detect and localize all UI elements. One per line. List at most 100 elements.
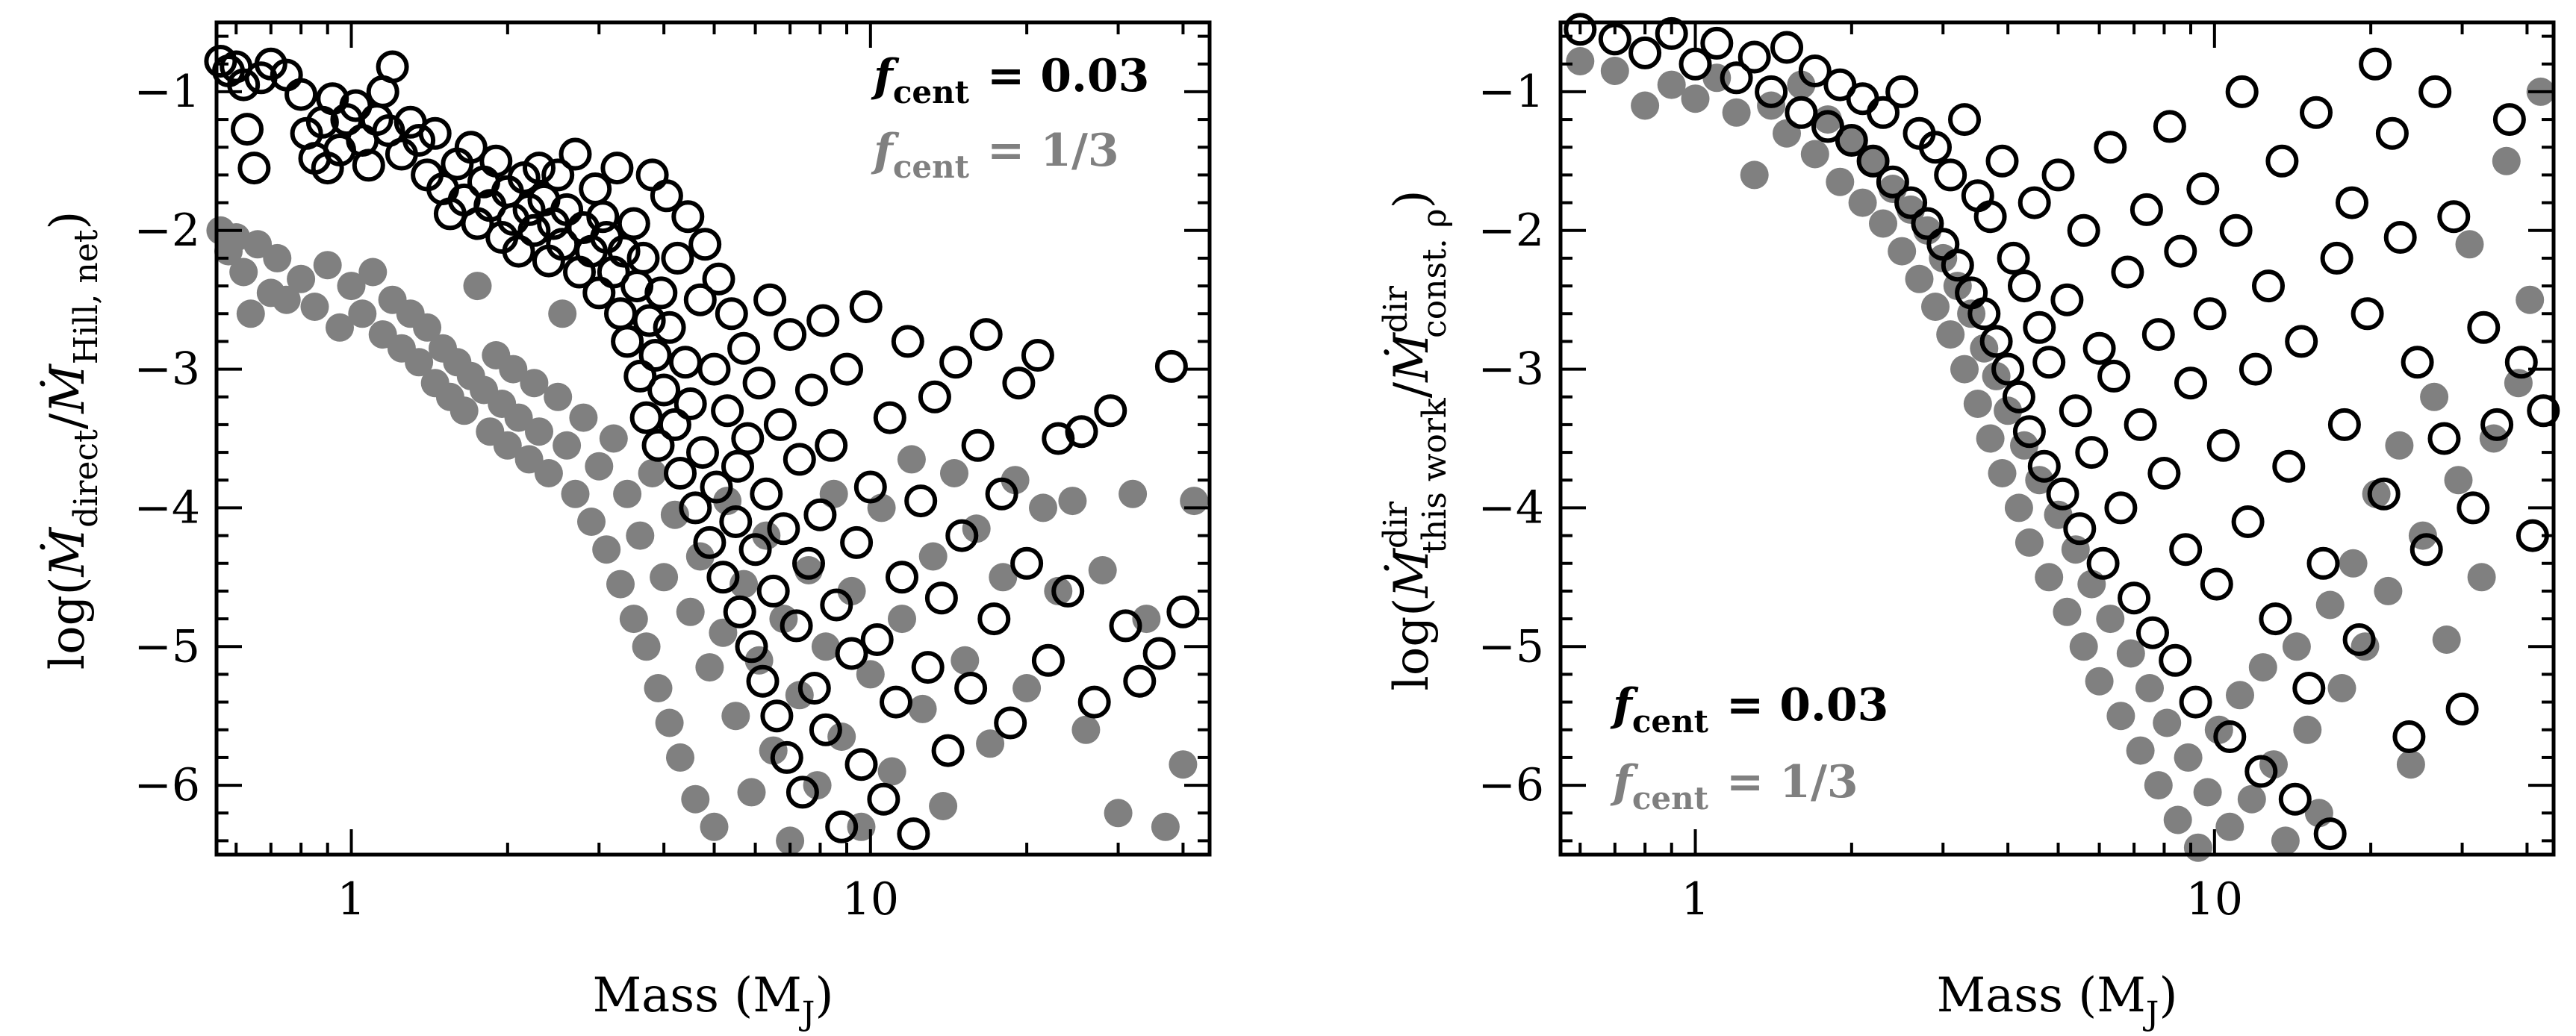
open-point xyxy=(1985,144,2019,178)
open-point xyxy=(1154,349,1188,383)
filled-point xyxy=(940,459,968,487)
filled-point xyxy=(1740,160,1769,190)
open-point xyxy=(1700,26,1734,60)
filled-point xyxy=(1773,119,1801,148)
filled-point xyxy=(613,479,642,508)
open-point xyxy=(644,276,678,310)
y-tick-label: −6 xyxy=(1478,759,1544,811)
filled-point xyxy=(493,431,522,460)
filled-point xyxy=(504,403,533,432)
x-tick-label: 10 xyxy=(842,873,899,926)
filled-point xyxy=(929,792,958,820)
open-point xyxy=(1770,31,1803,64)
x-tick-label: 10 xyxy=(2186,873,2243,926)
filled-point xyxy=(644,674,673,702)
open-point xyxy=(626,241,660,275)
open-point xyxy=(2427,422,2461,455)
open-point xyxy=(2278,782,2312,816)
filled-point xyxy=(1787,70,1816,99)
filled-point xyxy=(837,576,866,605)
open-point xyxy=(641,428,675,462)
filled-point xyxy=(2004,493,2033,522)
open-point xyxy=(1021,339,1054,372)
open-point xyxy=(2059,394,2092,428)
open-point xyxy=(897,817,930,851)
scatter-marks-right xyxy=(1564,13,2560,862)
filled-point xyxy=(695,653,724,682)
open-point xyxy=(2118,581,2151,615)
open-point xyxy=(635,158,669,192)
open-point xyxy=(402,124,436,157)
open-point xyxy=(835,637,868,670)
filled-point xyxy=(1800,140,1829,169)
filled-point xyxy=(348,299,377,328)
filled-point xyxy=(606,570,635,599)
open-point xyxy=(2046,477,2079,511)
open-point xyxy=(231,113,264,146)
filled-point xyxy=(1119,479,1148,508)
open-point xyxy=(1798,54,1832,87)
open-point xyxy=(931,734,965,767)
open-point xyxy=(2094,131,2127,164)
filled-point xyxy=(337,272,366,301)
open-point xyxy=(2327,408,2361,441)
open-point xyxy=(700,470,733,504)
x-tick-label: 1 xyxy=(1681,873,1709,926)
open-point xyxy=(961,428,995,462)
open-point xyxy=(1934,158,1967,192)
open-point xyxy=(1876,165,1909,199)
open-point xyxy=(735,630,768,664)
open-point xyxy=(2401,346,2434,379)
open-point xyxy=(2193,297,2227,331)
filled-point xyxy=(553,431,582,460)
open-point xyxy=(2002,380,2035,414)
open-point xyxy=(284,78,318,111)
open-point xyxy=(1785,96,1818,129)
open-point xyxy=(2027,449,2061,483)
open-point xyxy=(227,68,261,102)
open-point xyxy=(1737,40,1771,74)
open-point xyxy=(2174,366,2207,400)
filled-point xyxy=(897,445,926,474)
filled-point xyxy=(413,313,442,342)
open-point xyxy=(2067,213,2100,247)
filled-point xyxy=(2153,708,2182,737)
open-point xyxy=(479,144,513,178)
filled-point xyxy=(737,778,766,807)
open-point xyxy=(1051,574,1085,608)
filled-point xyxy=(752,521,781,550)
open-point xyxy=(2467,311,2501,344)
open-point xyxy=(886,561,918,594)
legend-entry-left-filled: fcent = 1/3 xyxy=(871,125,1119,185)
open-point xyxy=(2136,616,2169,649)
open-point xyxy=(891,325,924,358)
open-point xyxy=(954,672,988,705)
open-point xyxy=(2272,449,2306,483)
legend-entry-right-filled: fcent = 1/3 xyxy=(1610,756,1858,817)
open-point xyxy=(738,533,772,567)
filled-point xyxy=(300,293,329,321)
open-point xyxy=(1564,13,1597,46)
filled-point xyxy=(1837,126,1866,155)
filled-point xyxy=(2215,812,2244,841)
open-point xyxy=(731,422,765,455)
filled-point xyxy=(263,243,292,272)
open-point xyxy=(1010,546,1044,580)
filled-point xyxy=(313,251,342,280)
filled-point xyxy=(1921,293,1950,321)
open-point xyxy=(785,776,819,809)
filled-point xyxy=(2293,715,2322,744)
filled-point xyxy=(2015,528,2044,557)
filled-point xyxy=(989,563,1018,592)
open-point xyxy=(617,207,650,240)
open-point xyxy=(1997,241,2030,275)
filled-point xyxy=(2385,431,2414,460)
open-point xyxy=(756,574,790,608)
open-point xyxy=(2111,255,2144,289)
filled-point xyxy=(2193,778,2222,807)
filled-point xyxy=(856,660,885,689)
open-point xyxy=(2082,331,2116,365)
filled-point xyxy=(534,459,563,487)
filled-point xyxy=(525,417,553,446)
y-tick-label: −1 xyxy=(1478,66,1544,118)
